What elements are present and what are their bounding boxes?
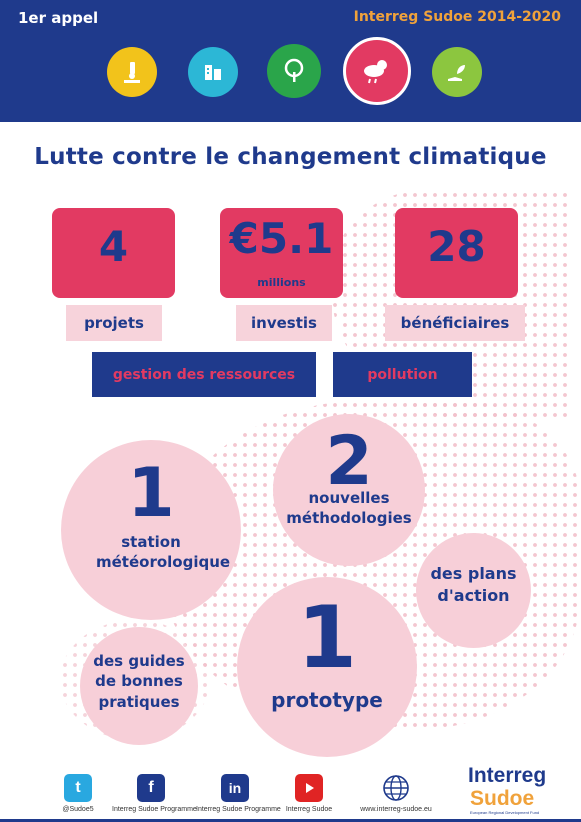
social-youtube[interactable]: Interreg Sudoe xyxy=(280,774,338,813)
output-circle-methodologies: 2 nouvelles méthodologies xyxy=(273,414,425,566)
output-circle-good-practice-guides: des guides de bonnes pratiques xyxy=(80,627,198,745)
stat-value: 4 xyxy=(98,222,129,271)
output-text: prototype xyxy=(271,688,383,712)
stat-value: 28 xyxy=(427,222,486,271)
output-text: station météorologique xyxy=(96,533,231,572)
bottom-rule xyxy=(0,819,581,822)
interreg-logo-line3: European Regional Development Fund xyxy=(470,810,540,815)
social-caption: @Sudoe5 xyxy=(62,806,94,813)
program-label: Interreg Sudoe 2014-2020 xyxy=(353,9,561,25)
output-number: 1 xyxy=(127,454,175,533)
social-caption: Interreg Sudoe Programme xyxy=(196,806,281,813)
twitter-icon: t xyxy=(64,774,92,802)
page-title: Lutte contre le changement climatique xyxy=(34,144,547,170)
social-twitter[interactable]: t @Sudoe5 xyxy=(52,774,104,813)
social-linkedin[interactable]: in Interreg Sudoe Programme xyxy=(196,774,281,813)
tag-pollution: pollution xyxy=(333,352,472,397)
stat-label-investment: investis xyxy=(236,305,332,341)
stat-box-projects: 4 xyxy=(52,208,175,298)
tree-icon xyxy=(267,44,321,98)
business-building-icon xyxy=(188,47,238,97)
youtube-icon xyxy=(295,774,323,802)
tag-resource-management: gestion des ressources xyxy=(92,352,316,397)
facebook-icon: f xyxy=(137,774,165,802)
stat-box-beneficiaries: 28 xyxy=(395,208,518,298)
weather-cloud-sun-icon xyxy=(343,37,411,105)
stat-label-projects: projets xyxy=(66,305,162,341)
stat-box-investment: €5.1 millions xyxy=(220,208,343,298)
output-text: des guides de bonnes pratiques xyxy=(93,652,185,711)
social-caption: www.interreg-sudoe.eu xyxy=(360,806,432,813)
output-text: des plans d'action xyxy=(430,564,517,605)
social-caption: Interreg Sudoe xyxy=(285,806,333,813)
output-circle-action-plans: des plans d'action xyxy=(416,533,531,648)
stat-label-beneficiaries: bénéficiaires xyxy=(385,305,525,341)
social-facebook[interactable]: f Interreg Sudoe Programme xyxy=(112,774,197,813)
plant-hand-icon xyxy=(432,47,482,97)
social-website[interactable]: www.interreg-sudoe.eu xyxy=(350,774,442,813)
output-number: 1 xyxy=(297,588,357,688)
output-number: 2 xyxy=(325,422,373,501)
linkedin-icon: in xyxy=(221,774,249,802)
interreg-logo-line1: Interreg xyxy=(468,764,547,787)
interreg-logo-line2: Sudoe xyxy=(470,787,535,810)
research-microscope-icon xyxy=(107,47,157,97)
output-circle-weather-station: 1 station météorologique xyxy=(61,440,241,620)
call-label: 1er appel xyxy=(18,9,99,27)
header-banner: 1er appel Interreg Sudoe 2014-2020 xyxy=(0,0,581,122)
social-caption: Interreg Sudoe Programme xyxy=(112,806,197,813)
output-circle-prototype: 1 prototype xyxy=(237,577,417,757)
globe-icon xyxy=(382,774,410,802)
output-text: nouvelles méthodologies xyxy=(286,489,412,528)
stat-unit: millions xyxy=(257,276,306,289)
stat-value: €5.1 xyxy=(229,214,334,263)
